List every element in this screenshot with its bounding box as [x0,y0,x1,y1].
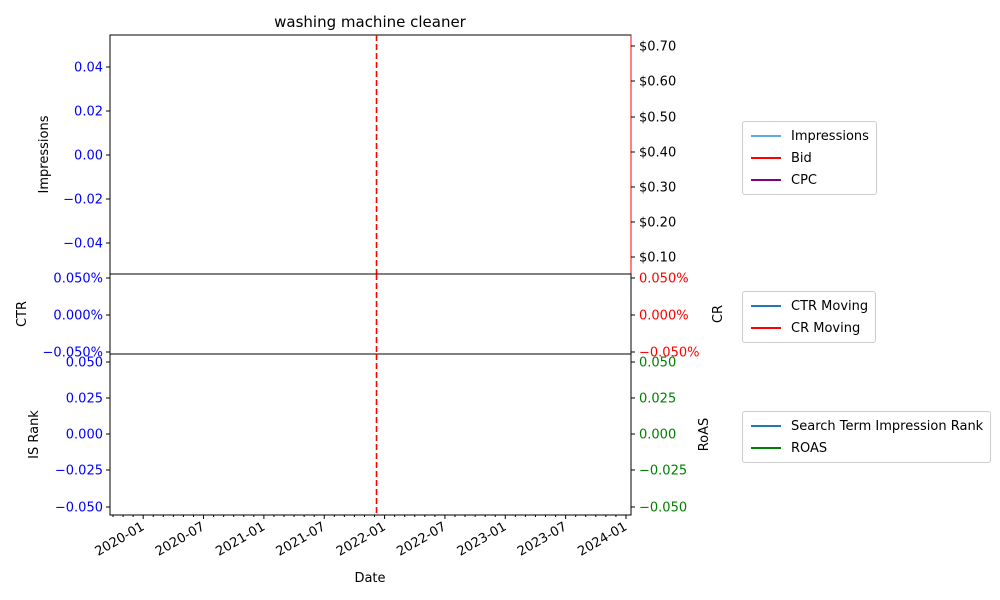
left-tick-label: 0.00 [74,149,103,164]
legend-label: CTR Moving [791,298,869,314]
right-tick-label: 0.000% [639,309,689,324]
x-tick-label: 2021-07 [274,519,329,559]
x-tick-label: 2023-07 [515,519,570,559]
right-tick-label: $0.20 [639,216,676,231]
ctr-panel-legend: CTR Moving CR Moving [742,291,877,343]
x-axis-label: Date [354,571,385,586]
plot-frame [109,273,632,355]
right-tick-label: 0.025 [639,392,676,407]
right-tick-label: −0.050% [639,346,699,361]
x-tick-label: 2022-01 [334,519,389,559]
left-tick-label: −0.050 [55,501,103,516]
left-tick-label: −0.04 [63,237,103,252]
left-axis-label: IS Rank [27,410,42,459]
left-tick-label: 0.02 [74,105,103,120]
legend-entry: Impressions [751,125,869,147]
left-tick-label: 0.04 [74,61,103,76]
impressions-panel-legend: Impressions Bid CPC [742,121,877,195]
legend-label: CPC [791,172,817,188]
plot-frame [109,353,632,516]
right-tick-label: $0.10 [639,251,676,266]
x-tick-label: 2022-07 [394,519,449,559]
chart-title: washing machine cleaner [274,13,467,31]
legend-entry: ROAS [751,437,983,459]
x-tick-label: 2021-01 [213,519,268,559]
rank-panel: 0.050 0.025 0.000 −0.025 −0.050 0.050 0.025 0.0… [27,353,712,516]
right-tick-label: 0.050 [639,356,676,371]
left-tick-label: −0.025 [55,464,103,479]
legend-swatch [751,425,781,427]
right-tick-label: $0.50 [639,111,676,126]
right-axis-label: RoAS [697,418,712,452]
left-tick-label: 0.000% [53,309,103,324]
right-axis-label: CR [711,305,726,323]
legend-entry: Search Term Impression Rank [751,415,983,437]
right-tick-label: 0.050% [639,272,689,287]
left-tick-label: 0.050 [66,356,103,371]
x-tick-label: 2020-07 [153,519,208,559]
legend-swatch [751,305,781,307]
legend-entry: Bid [751,147,869,169]
right-tick-label: $0.30 [639,181,676,196]
right-tick-label: $0.70 [639,40,676,55]
x-tick-label: 2020-01 [93,519,148,559]
rank-panel-legend: Search Term Impression Rank ROAS [742,411,992,463]
left-tick-label: −0.02 [63,193,103,208]
impressions-panel: 0.04 0.02 0.00 −0.02 −0.04 $0.70 $0.60 $0.50 $0.… [37,34,676,275]
left-axis-label: CTR [15,301,30,327]
left-axis-label: Impressions [37,115,52,193]
ctr-panel: 0.050% 0.000% −0.050% 0.050% 0.000% −0.050% CT… [15,272,726,361]
left-tick-label: 0.025 [66,392,103,407]
legend-swatch [751,157,781,159]
legend-swatch [751,447,781,449]
legend-entry: CR Moving [751,317,868,339]
legend-label: Bid [791,150,812,166]
x-tick-label: 2024-01 [575,519,630,559]
legend-swatch [751,179,781,181]
plot-frame [109,34,632,275]
right-tick-label: $0.40 [639,146,676,161]
right-tick-label: 0.000 [639,428,676,443]
right-tick-label: $0.60 [639,75,676,90]
legend-label: Search Term Impression Rank [791,418,984,434]
right-tick-label: −0.050 [639,501,687,516]
legend-swatch [751,135,781,137]
legend-label: ROAS [791,440,828,456]
x-tick-label: 2023-01 [455,519,510,559]
legend-entry: CTR Moving [751,295,868,317]
right-tick-label: −0.025 [639,464,687,479]
legend-swatch [751,327,781,329]
left-tick-label: 0.000 [66,428,103,443]
legend-entry: CPC [751,169,869,191]
legend-label: Impressions [791,128,869,144]
legend-label: CR Moving [791,320,861,336]
left-tick-label: 0.050% [53,272,103,287]
left-tick-label: −0.050% [43,346,103,361]
